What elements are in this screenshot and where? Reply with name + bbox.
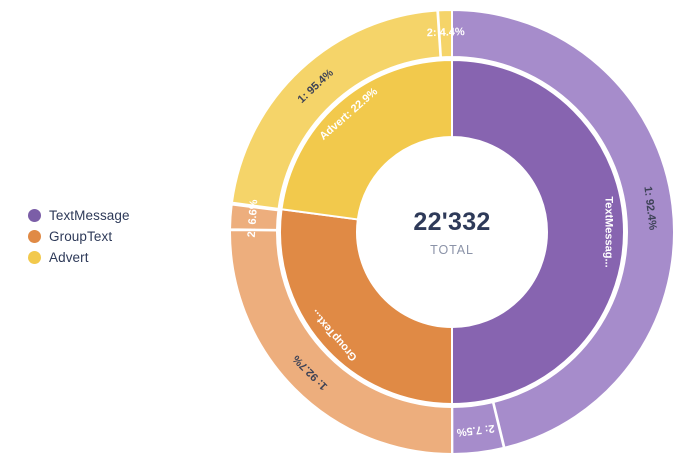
sunburst-slice[interactable] bbox=[279, 208, 453, 406]
sunburst-slice[interactable] bbox=[437, 8, 453, 59]
legend-label: Advert bbox=[49, 249, 89, 265]
sunburst-slice[interactable] bbox=[280, 58, 453, 221]
center-total-caption: TOTAL bbox=[430, 243, 474, 257]
legend-swatch-icon bbox=[28, 229, 41, 243]
legend-item-grouptext[interactable]: GroupText bbox=[28, 227, 130, 245]
inner-ring bbox=[279, 58, 625, 406]
legend-item-textmessage[interactable]: TextMessage bbox=[28, 206, 130, 224]
center-total-value: 22'332 bbox=[413, 208, 490, 236]
legend-label: TextMessage bbox=[49, 207, 130, 223]
chart-legend: TextMessage GroupText Advert bbox=[28, 206, 130, 266]
sunburst-slice[interactable] bbox=[229, 203, 280, 231]
legend-label: GroupText bbox=[49, 228, 113, 244]
sunburst-slice[interactable] bbox=[451, 58, 625, 406]
outer-ring bbox=[229, 8, 675, 456]
legend-swatch-icon bbox=[28, 250, 41, 264]
legend-swatch-icon bbox=[28, 208, 41, 222]
sunburst-slice[interactable] bbox=[451, 8, 675, 449]
legend-item-advert[interactable]: Advert bbox=[28, 248, 130, 266]
